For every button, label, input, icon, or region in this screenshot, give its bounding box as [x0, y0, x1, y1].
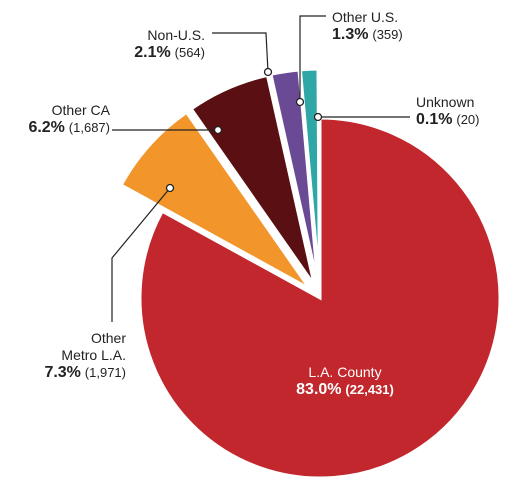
leader-dot [263, 67, 273, 77]
count-label: (1,687) [68, 120, 110, 135]
slice-label: Other U.S. 1.3% (359) [332, 9, 472, 43]
category-label: Other Metro L.A. [61, 330, 126, 363]
category-label: Other U.S. [332, 9, 399, 25]
percent-label: 83.0% [296, 381, 342, 398]
percent-label: 7.3% [44, 364, 81, 381]
slice-label: Unknown 0.1% (20) [416, 94, 505, 128]
percent-label: 0.1% [416, 111, 453, 128]
pie-slice [119, 110, 311, 290]
percent-label: 6.2% [28, 119, 65, 136]
count-label: (359) [372, 27, 403, 42]
slice-label: Other CA 6.2% (1,687) [0, 102, 110, 136]
leader-dot [213, 125, 223, 135]
slice-label: Other Metro L.A. 7.3% (1,971) [0, 330, 126, 381]
slice-label: Non-U.S. 2.1% (564) [60, 27, 205, 61]
percent-label: 1.3% [332, 26, 369, 43]
count-label: (22,431) [345, 382, 394, 397]
leader-dot [295, 97, 305, 107]
leader-dot [165, 183, 175, 193]
leader-line [299, 15, 326, 102]
category-label: L.A. County [308, 364, 382, 380]
count-label: (20) [456, 112, 480, 127]
category-label: Unknown [416, 94, 475, 110]
category-label: Non-U.S. [147, 27, 205, 43]
leader-line [111, 187, 171, 322]
count-label: (1,971) [84, 365, 126, 380]
leader-line [212, 32, 269, 73]
leader-dot [313, 112, 323, 122]
slice-label: L.A. County 83.0% (22,431) [260, 364, 430, 398]
pie-slice [138, 116, 502, 478]
category-label: Other CA [51, 102, 110, 118]
pie-slice [317, 67, 322, 285]
count-label: (564) [174, 45, 205, 60]
percent-label: 2.1% [134, 44, 171, 61]
